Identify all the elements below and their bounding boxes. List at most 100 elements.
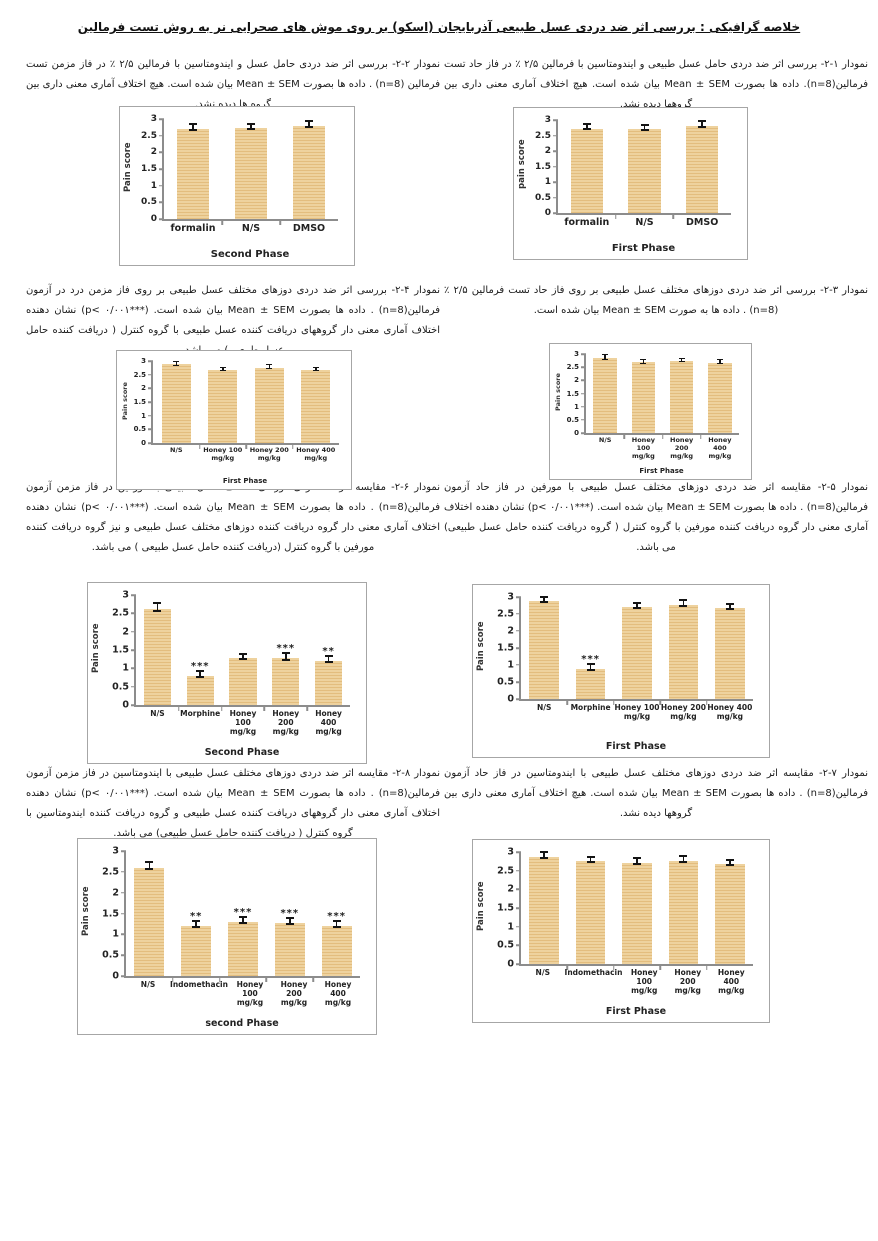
y-tick-mark [516,888,521,891]
category-label: Honey 200 mg/kg [272,709,300,736]
x-tick-mark [291,444,294,449]
y-tick-mark [581,353,586,355]
error-bar-line [285,654,287,659]
y-tick-label: 0 [507,693,514,705]
bars [586,354,739,439]
error-bar-line [289,919,291,924]
category-label: Indomethacin [170,980,228,989]
error-bar-line [543,597,545,602]
y-tick-label: 2.5 [141,130,157,141]
category-label: Honey 100 mg/kg [631,436,655,460]
category-label: N/S [598,436,612,444]
y-tick-mark [131,612,136,615]
caption-chart-2: نمودار ۲-۲- بررسی اثر ضد دردی حامل عسل و… [26,59,440,110]
category-label: formalin [170,223,216,234]
y-axis-label: Pain score [476,621,486,671]
bar [529,601,560,699]
error-bar-line [636,859,638,864]
x-tick-mark [566,965,569,970]
chart-3-frame: Pain score 0 0.5 1 1.5 2 2.5 3 N/S Honey 100 mg/k… [549,343,752,480]
error-bar-line [543,852,545,858]
category-labels: formalin N/S DMSO [164,223,338,234]
y-tick-label: 2.5 [497,865,514,877]
error-bar-line [192,125,194,129]
category-label: Honey 100 mg/kg [614,703,660,721]
y-tick-label: 3 [574,350,579,358]
error-bar-line [643,125,646,129]
significance-stars: *** [327,911,346,923]
y-tick-label: 0.5 [112,681,129,693]
bar [228,921,258,976]
x-tick-mark [700,434,702,439]
bar-cell [200,361,247,443]
error-bar-line [199,671,201,676]
x-tick-mark [614,214,617,219]
y-tick-mark [148,442,153,444]
y-tick-mark [121,850,126,852]
category-labels: formalin N/S DMSO [558,217,731,228]
x-tick-mark [245,444,247,449]
category-label: Honey 400 mg/kg [296,446,336,462]
category-label: N/S [536,703,552,712]
y-tick-mark [159,168,164,170]
bar-cell [614,852,660,964]
category-label: DMSO [292,223,326,234]
bar [272,658,300,705]
error-bar-line [195,922,197,926]
category-label: Honey 200 mg/kg [249,446,289,462]
error-bar [281,652,290,661]
category-labels: N/S Morphine Honey 100 mg/kg Honey 200 mg/k… [521,703,753,721]
x-tick-mark [172,977,174,982]
y-tick-label: 0 [112,970,119,982]
y-tick-label: 2 [574,376,579,385]
y-tick-label: 0.5 [102,949,119,961]
bar [708,362,732,433]
chart-8-frame: Pain score 0 0.5 1 1.5 2 2.5 3 ** *** *** *** N/S Ind… [77,838,377,1035]
significance-stars: *** [233,906,253,918]
bar-cell: *** [266,851,313,976]
error-bar [698,120,707,129]
bar [570,128,603,213]
bar [714,608,745,699]
y-tick-label: 0.5 [141,197,157,208]
y-tick-label: 0 [507,958,514,970]
y-tick-label: 0 [141,439,146,447]
x-tick-mark [279,220,281,225]
y-tick-label: 1 [507,659,514,671]
chart-7-frame: Pain score 0 0.5 1 1.5 2 2.5 3 N/S Indomethacin Ho… [472,839,770,1023]
category-label: Indomethacin [564,968,623,977]
y-tick-mark [516,907,521,909]
bar-cell [153,360,200,443]
category-label: N/S [170,446,183,454]
plot-area: 0 0.5 1 1.5 2 2.5 3 formalin N/S DMSO [141,114,338,234]
y-tick-mark [159,218,164,220]
error-bar-line [680,358,683,362]
bars [153,360,339,449]
y-tick-label: 3 [141,357,146,365]
x-tick-mark [265,977,268,982]
plot-area: 0 0.5 1 1.5 2 2.5 3 *** N/S Morphine Honey 100 mg/… [497,592,753,721]
category-label: Morphine [180,709,221,718]
bar-cell [246,361,293,443]
error-bar-line [315,367,317,370]
bar-cell [614,597,660,699]
bar [321,926,352,976]
chart-6-frame: Pain score 0 0.5 1 1.5 2 2.5 3 *** *** ** N/S Morphi… [87,582,367,764]
category-label: Honey 100 mg/kg [229,709,257,736]
error-bar-line [250,124,252,128]
error-bar [633,857,642,866]
bar [134,867,165,976]
bar-cell: ** [307,595,350,705]
bar-cell [660,852,706,964]
bar [668,860,699,964]
y-tick-label: 1 [574,402,579,411]
y-tick-mark [581,366,586,368]
error-bar-line [701,122,703,127]
bar [669,361,694,433]
x-tick-mark [661,434,664,439]
category-label: Honey 200 mg/kg [660,703,706,721]
bar [274,923,305,976]
y-tick-label: 1 [112,928,119,940]
y-tick-mark [131,594,136,596]
